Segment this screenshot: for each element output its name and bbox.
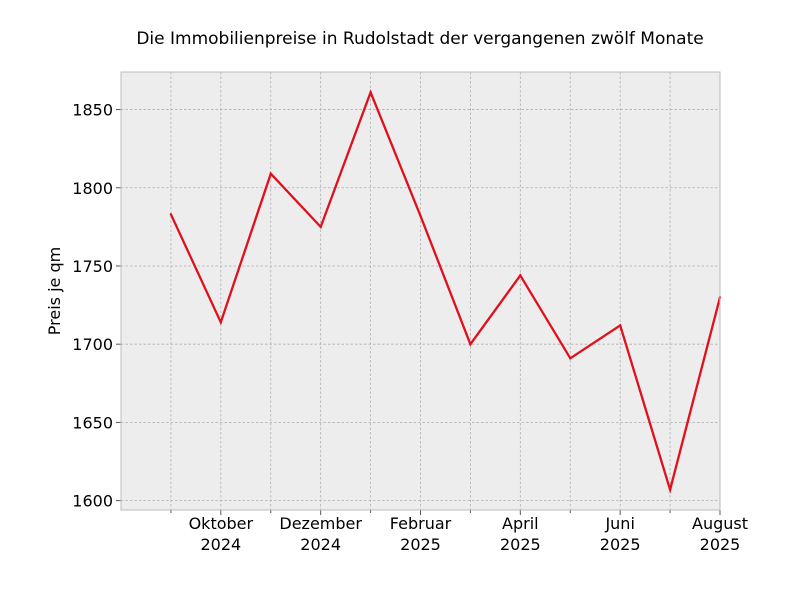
data-point [369,91,372,94]
data-point [569,357,572,360]
data-point [618,324,622,327]
data-point [169,213,173,216]
y-tick-label: 1650 [72,413,113,432]
x-tick-label: Dezember 2024 [279,514,362,554]
series-layer [169,89,722,494]
plot-area [121,72,720,510]
x-tick-label: April 2025 [500,514,541,554]
chart-title: Die Immobilienpreise in Rudolstadt der v… [136,29,703,49]
x-tick-label: Oktober 2024 [189,514,254,554]
data-point [469,342,472,346]
grid-lines [121,72,721,510]
y-tick-label: 1850 [72,101,113,120]
data-point [519,274,522,277]
data-point [319,225,322,229]
y-tick-label: 1800 [72,179,113,198]
axis-ticks: 1600 1650 1700 1750 1800 1850 Oktober 2024 Dezem… [72,101,748,554]
data-point [668,488,672,491]
y-tick-label: 1750 [72,257,113,276]
plot-frame [120,71,721,511]
x-tick-label: August 2025 [692,514,748,554]
data-point [269,172,272,175]
data-point [419,214,422,218]
data-point [219,321,223,324]
x-tick-label: Februar 2025 [390,514,452,554]
series-line [169,89,722,494]
y-tick-label: 1600 [72,492,113,511]
y-axis-label: Preis je qm [45,247,64,335]
y-tick-label: 1700 [72,335,113,354]
x-tick-label: Juni 2025 [600,514,641,554]
